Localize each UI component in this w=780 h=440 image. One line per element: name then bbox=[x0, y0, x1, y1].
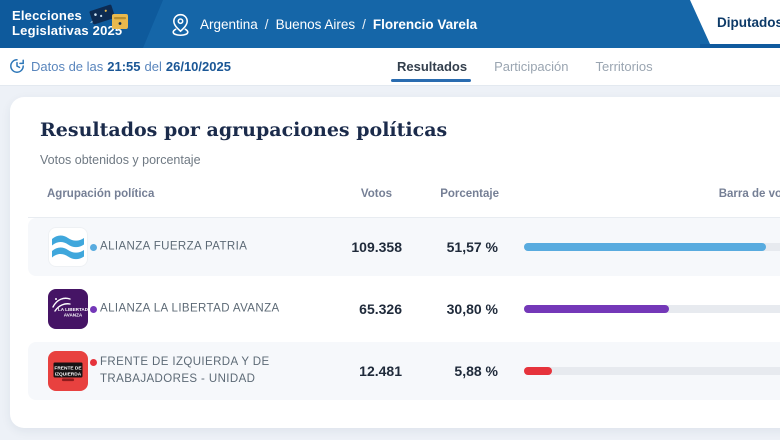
votes-value: 65.326 bbox=[359, 301, 402, 317]
table-row: LA LIBERTAD AVANZA ALIANZA LA LIBERTAD A… bbox=[28, 276, 780, 342]
party-name: ALIANZA LA LIBERTAD AVANZA bbox=[100, 302, 280, 315]
breadcrumb-separator: / bbox=[362, 16, 366, 32]
page-title: Resultados por agrupaciones políticas bbox=[40, 119, 448, 141]
percent-bar-track bbox=[524, 305, 780, 313]
app-logo[interactable]: Elecciones Legislativas 2025 bbox=[12, 8, 122, 38]
category-tab-diputados[interactable]: Diputados bbox=[690, 0, 780, 44]
column-header-party: Agrupación política bbox=[47, 188, 155, 200]
svg-text:IZQUIERDA: IZQUIERDA bbox=[55, 372, 82, 378]
percent-value: 5,88 % bbox=[454, 363, 498, 379]
tab-resultados[interactable]: Resultados bbox=[397, 59, 468, 74]
flag-waves-icon bbox=[52, 235, 84, 260]
breadcrumb: Argentina / Buenos Aires / Florencio Var… bbox=[200, 0, 477, 48]
percent-bar-fill bbox=[524, 243, 767, 251]
frente-de-izquierda-logo: FRENTE DE IZQUIERDA bbox=[48, 351, 88, 391]
percent-bar-track bbox=[524, 367, 780, 375]
table-row: FRENTE DE IZQUIERDA FRENTE DE IZQUIERDA … bbox=[28, 342, 780, 400]
results-card: Resultados por agrupaciones políticas Vo… bbox=[10, 97, 780, 428]
column-header-votes: Votos bbox=[360, 188, 392, 200]
breadcrumb-item-country[interactable]: Argentina bbox=[200, 16, 258, 32]
timestamp-time: 21:55 bbox=[107, 59, 141, 74]
table-header-divider bbox=[28, 217, 780, 218]
table-row: ALIANZA FUERZA PATRIA 109.358 51,57 % bbox=[28, 218, 780, 276]
view-tabs: Resultados Participación Territorios bbox=[397, 48, 653, 85]
party-color-bullet bbox=[90, 359, 97, 366]
la-libertad-avanza-logo: LA LIBERTAD AVANZA bbox=[48, 289, 88, 329]
svg-text:FRENTE DE: FRENTE DE bbox=[54, 366, 82, 372]
breadcrumb-separator: / bbox=[264, 16, 269, 32]
party-name: FRENTE DE IZQUIERDA Y DE TRABAJADORES - … bbox=[100, 355, 270, 385]
percent-value: 51,57 % bbox=[446, 239, 498, 255]
percent-bar-fill bbox=[524, 367, 552, 375]
active-tab-underline bbox=[391, 78, 471, 82]
timestamp-prefix: Datos de las bbox=[31, 59, 104, 74]
column-header-bar: Barra de votos bbox=[718, 188, 780, 200]
tab-participacion[interactable]: Participación bbox=[494, 59, 569, 74]
timestamp-middle: del bbox=[144, 59, 162, 74]
percent-value: 30,80 % bbox=[446, 301, 498, 317]
category-tab-label: Diputados bbox=[717, 14, 780, 30]
app-header: Elecciones Legislativas 2025 Argentina /… bbox=[0, 0, 780, 49]
column-header-percent: Porcentaje bbox=[440, 188, 499, 200]
eagle-icon: LA LIBERTAD AVANZA bbox=[52, 297, 88, 318]
party-name: ALIANZA FUERZA PATRIA bbox=[100, 240, 248, 253]
timestamp-date: 26/10/2025 bbox=[165, 59, 231, 74]
logo-line-2: Legislativas 2025 bbox=[12, 23, 123, 38]
category-tab-underline bbox=[700, 44, 780, 49]
location-pin-icon bbox=[172, 13, 189, 37]
page-subtitle: Votos obtenidos y porcentaje bbox=[40, 153, 201, 167]
ballot-box-icon bbox=[89, 4, 128, 29]
votes-value: 12.481 bbox=[359, 363, 402, 379]
svg-text:LA LIBERTAD: LA LIBERTAD bbox=[58, 307, 88, 312]
percent-bar-track bbox=[524, 243, 780, 251]
fit-emblem-icon: FRENTE DE IZQUIERDA bbox=[53, 362, 83, 382]
clock-history-icon bbox=[10, 59, 24, 73]
tab-territorios[interactable]: Territorios bbox=[595, 59, 653, 74]
data-timestamp: Datos de las 21:55 del 26/10/2025 bbox=[31, 48, 231, 85]
breadcrumb-item-district[interactable]: Florencio Varela bbox=[372, 16, 478, 32]
svg-text:AVANZA: AVANZA bbox=[64, 313, 83, 318]
votes-value: 109.358 bbox=[351, 239, 402, 255]
fuerza-patria-logo bbox=[48, 227, 88, 267]
party-color-bullet bbox=[90, 243, 97, 251]
status-bar: Datos de las 21:55 del 26/10/2025 Result… bbox=[0, 48, 780, 86]
percent-bar-fill bbox=[524, 305, 669, 313]
breadcrumb-item-province[interactable]: Buenos Aires bbox=[275, 16, 356, 32]
header-logo-panel bbox=[0, 0, 163, 48]
party-color-bullet bbox=[90, 305, 97, 313]
logo-line-1: Elecciones bbox=[12, 8, 82, 23]
